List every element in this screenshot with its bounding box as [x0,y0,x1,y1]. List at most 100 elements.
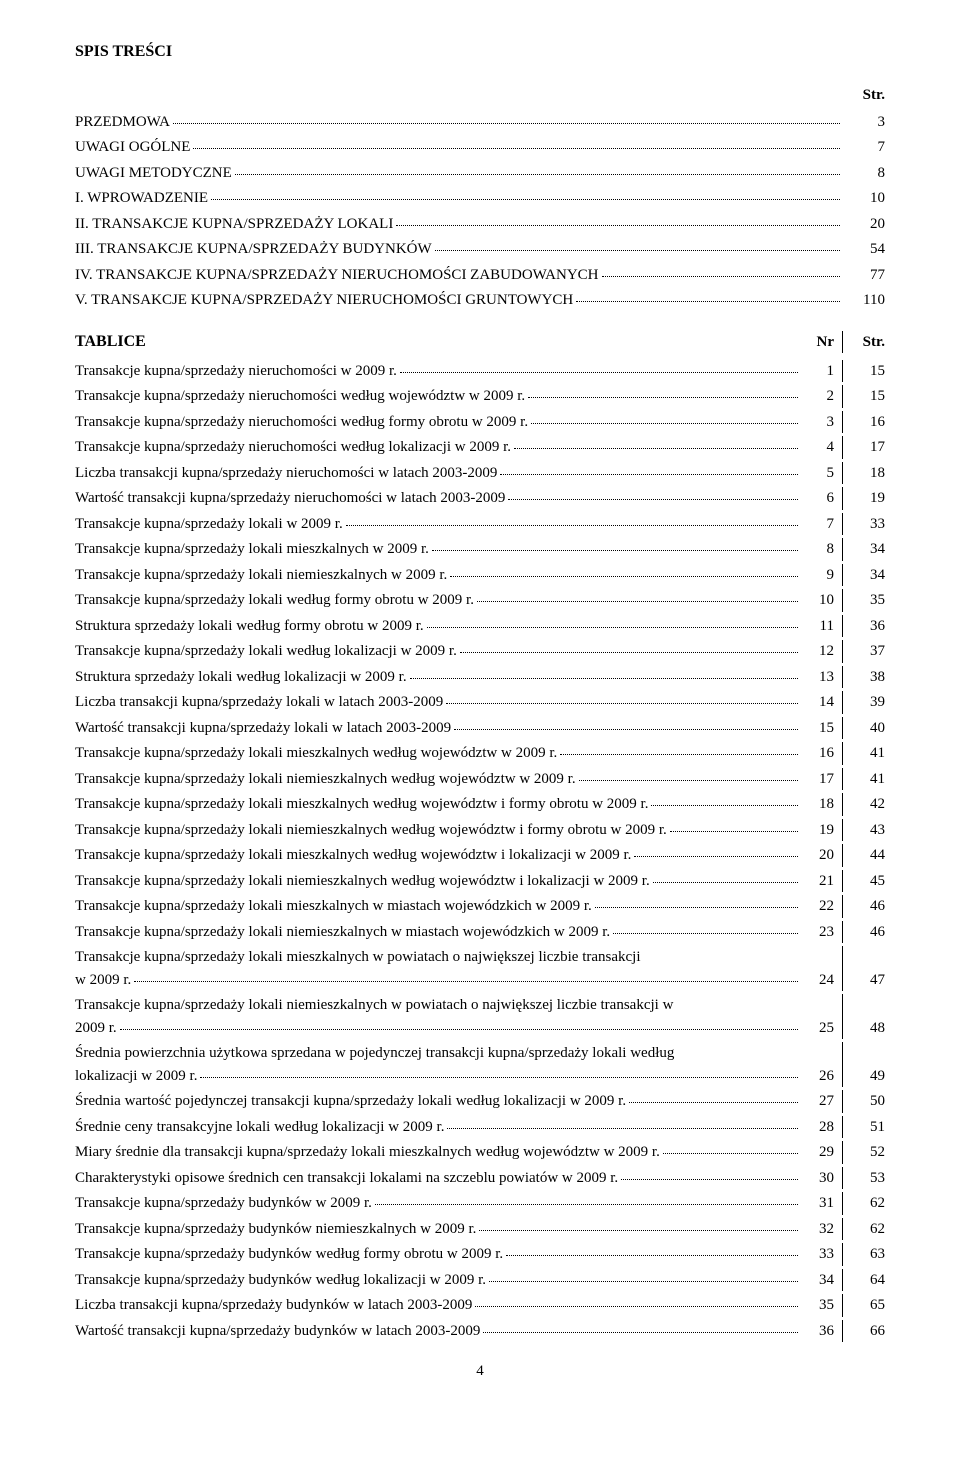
section-label: V. TRANSAKCJE KUPNA/SPRZEDAŻY NIERUCHOMO… [75,289,573,312]
toc-desc: Transakcje kupna/sprzedaży lokali mieszk… [75,946,801,991]
toc-page: 46 [843,921,885,944]
toc-page: 63 [843,1243,885,1266]
toc-nr: 14 [801,691,843,714]
toc-row: Transakcje kupna/sprzedaży lokali niemie… [75,819,885,842]
toc-text: Struktura sprzedaży lokali według lokali… [75,666,407,689]
toc-desc: Transakcje kupna/sprzedaży lokali według… [75,640,801,663]
leader-dots [435,236,840,251]
toc-row: Średnie ceny transakcyjne lokali według … [75,1116,885,1139]
toc-nr: 1 [801,360,843,383]
toc-text: Transakcje kupna/sprzedaży lokali niemie… [75,768,576,791]
leader-dots [653,868,798,883]
toc-text: Charakterystyki opisowe średnich cen tra… [75,1167,618,1190]
toc-page: 66 [843,1320,885,1343]
leader-dots [629,1088,798,1103]
leader-dots [446,689,798,704]
toc-page: 18 [843,462,885,485]
toc-desc: Transakcje kupna/sprzedaży nieruchomości… [75,411,801,434]
toc-desc: Średnie ceny transakcyjne lokali według … [75,1116,801,1139]
toc-nr: 9 [801,564,843,587]
section-label: UWAGI OGÓLNE [75,136,190,159]
toc-desc: Średnia powierzchnia użytkowa sprzedana … [75,1042,801,1087]
toc-page: 45 [843,870,885,893]
leader-dots [211,185,840,200]
toc-nr: 31 [801,1192,843,1215]
toc-row: Transakcje kupna/sprzedaży lokali mieszk… [75,538,885,561]
toc-page: 36 [843,615,885,638]
leader-dots [400,358,798,373]
leader-dots [531,409,798,424]
leader-dots [346,511,798,526]
toc-row: Transakcje kupna/sprzedaży lokali mieszk… [75,946,885,991]
leader-dots [621,1165,798,1180]
toc-text: w 2009 r. [75,969,131,992]
toc-nr: 2 [801,385,843,408]
leader-dots [200,1063,798,1078]
toc-text: Transakcje kupna/sprzedaży lokali mieszk… [75,538,429,561]
toc-page: 41 [843,768,885,791]
toc-page: 64 [843,1269,885,1292]
toc-text: Wartość transakcji kupna/sprzedaży budyn… [75,1320,480,1343]
toc-nr: 29 [801,1141,843,1164]
section-page: 3 [843,111,885,134]
toc-desc: Transakcje kupna/sprzedaży lokali niemie… [75,819,801,842]
toc-row: Transakcje kupna/sprzedaży lokali mieszk… [75,844,885,867]
toc-text: Transakcje kupna/sprzedaży lokali mieszk… [75,742,557,765]
toc-row: Transakcje kupna/sprzedaży lokali według… [75,640,885,663]
toc-text: Liczba transakcji kupna/sprzedaży lokali… [75,691,443,714]
leader-dots [576,287,840,302]
toc-desc: Transakcje kupna/sprzedaży lokali niemie… [75,994,801,1039]
toc-text: Średnie ceny transakcyjne lokali według … [75,1116,444,1139]
leader-dots [432,536,798,551]
leader-dots [410,664,798,679]
toc-row: Transakcje kupna/sprzedaży lokali niemie… [75,564,885,587]
toc-row: Liczba transakcji kupna/sprzedaży nieruc… [75,462,885,485]
toc-text: Transakcje kupna/sprzedaży lokali niemie… [75,994,801,1017]
toc-text: Liczba transakcji kupna/sprzedaży nieruc… [75,462,497,485]
toc-desc: Charakterystyki opisowe średnich cen tra… [75,1167,801,1190]
toc-nr: 7 [801,513,843,536]
toc-page: 65 [843,1294,885,1317]
toc-nr: 21 [801,870,843,893]
toc-desc: Transakcje kupna/sprzedaży nieruchomości… [75,436,801,459]
toc-text: Transakcje kupna/sprzedaży budynków w 20… [75,1192,372,1215]
toc-nr: 34 [801,1269,843,1292]
toc-desc: Transakcje kupna/sprzedaży nieruchomości… [75,360,801,383]
leader-dots [483,1318,798,1333]
section-page: 10 [843,187,885,210]
toc-text: Transakcje kupna/sprzedaży lokali w 2009… [75,513,343,536]
toc-page: 34 [843,538,885,561]
section-page: 8 [843,162,885,185]
toc-desc: Transakcje kupna/sprzedaży lokali mieszk… [75,538,801,561]
toc-desc: Transakcje kupna/sprzedaży lokali mieszk… [75,793,801,816]
toc-page: 52 [843,1141,885,1164]
leader-dots [602,262,840,277]
toc-nr: 26 [801,1042,843,1087]
toc-page: 15 [843,360,885,383]
toc-text: Miary średnie dla transakcji kupna/sprze… [75,1141,660,1164]
toc-text: Transakcje kupna/sprzedaży lokali według… [75,589,474,612]
leader-dots [670,817,798,832]
toc-nr: 19 [801,819,843,842]
toc-row: Transakcje kupna/sprzedaży budynków w 20… [75,1192,885,1215]
section-row: V. TRANSAKCJE KUPNA/SPRZEDAŻY NIERUCHOMO… [75,289,885,312]
section-page: 54 [843,238,885,261]
toc-desc: Średnia wartość pojedynczej transakcji k… [75,1090,801,1113]
toc-nr: 24 [801,946,843,991]
toc-desc: Transakcje kupna/sprzedaży lokali niemie… [75,768,801,791]
leader-dots [500,460,798,475]
toc-nr: 6 [801,487,843,510]
leader-dots [634,842,798,857]
toc-row: Średnia wartość pojedynczej transakcji k… [75,1090,885,1113]
toc-nr: 17 [801,768,843,791]
toc-nr: 16 [801,742,843,765]
toc-row: Transakcje kupna/sprzedaży budynków wedł… [75,1269,885,1292]
toc-desc: Transakcje kupna/sprzedaży nieruchomości… [75,385,801,408]
toc-page: 62 [843,1218,885,1241]
toc-text: Transakcje kupna/sprzedaży lokali mieszk… [75,844,631,867]
toc-desc: Transakcje kupna/sprzedaży lokali mieszk… [75,742,801,765]
toc-nr: 22 [801,895,843,918]
toc-page: 38 [843,666,885,689]
str-header: Str. [75,84,885,107]
leader-dots [375,1190,798,1205]
